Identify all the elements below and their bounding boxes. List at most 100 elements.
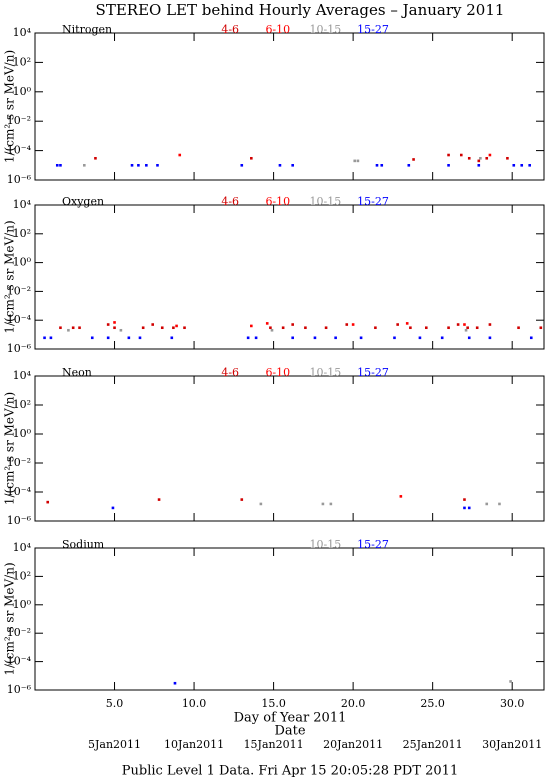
- data-point: [467, 506, 471, 510]
- data-point: [49, 336, 53, 340]
- data-point: [467, 336, 471, 340]
- y-tick-label: 10⁴: [13, 198, 32, 211]
- data-point: [529, 336, 533, 340]
- data-point: [351, 323, 355, 326]
- data-point: [324, 326, 328, 330]
- y-tick-label: 10⁻²: [7, 456, 31, 469]
- data-point: [145, 164, 148, 167]
- y-tick-label: 10⁻⁴: [7, 144, 32, 157]
- data-point: [399, 495, 403, 498]
- data-point: [477, 164, 481, 167]
- data-point: [512, 164, 516, 167]
- y-tick-label: 10⁻²: [7, 114, 31, 127]
- data-point: [178, 153, 182, 157]
- legend-entry: 15-27: [357, 538, 389, 551]
- data-point: [520, 164, 524, 167]
- data-point: [405, 322, 409, 325]
- date-tick-label: 5Jan2011: [88, 738, 141, 751]
- y-tick-label: 10⁻⁶: [7, 683, 32, 696]
- data-point: [475, 326, 479, 330]
- y-tick-label: 10⁴: [13, 26, 32, 39]
- data-point: [246, 336, 250, 340]
- data-point: [259, 502, 263, 506]
- legend-entry: 10-15: [310, 366, 342, 379]
- date-tick-label: 30Jan2011: [482, 738, 542, 751]
- y-axis-label: 1/(cm² s sr MeV/n): [3, 562, 17, 675]
- x-tick-label: 30.0: [500, 697, 525, 710]
- data-point: [506, 156, 509, 160]
- data-point: [447, 164, 450, 167]
- legend-entry: 6-10: [265, 366, 290, 379]
- data-point: [111, 506, 115, 510]
- y-tick-label: 10⁻⁴: [7, 313, 32, 326]
- data-point: [485, 502, 489, 506]
- y-tick-label: 10⁰: [13, 427, 32, 440]
- x-tick-label: 15.0: [261, 697, 286, 710]
- data-point: [106, 323, 110, 326]
- data-point: [380, 164, 384, 167]
- data-point: [106, 336, 110, 340]
- date-tick-label: 10Jan2011: [164, 738, 224, 751]
- data-point: [156, 164, 159, 167]
- legend-entry: 15-27: [357, 366, 389, 379]
- x-tick-label: 10.0: [182, 697, 207, 710]
- data-point: [55, 164, 59, 167]
- data-point: [291, 336, 294, 340]
- data-point: [46, 500, 50, 504]
- data-point: [138, 336, 142, 340]
- date-tick-label: 15Jan2011: [244, 738, 304, 751]
- date-axis-label: Date: [274, 724, 305, 739]
- y-tick-label: 10⁻⁶: [7, 173, 32, 186]
- y-axis-label: 1/(cm² s sr MeV/n): [3, 50, 17, 163]
- y-axis-label: 1/(cm² s sr MeV/n): [3, 220, 17, 333]
- x-tick-label: 25.0: [420, 697, 445, 710]
- legend-entry: 4-6: [221, 195, 239, 208]
- data-point: [409, 326, 412, 330]
- data-point: [78, 326, 81, 330]
- x-axis-label: Day of Year 2011: [234, 711, 347, 726]
- x-tick-label: 5.0: [106, 697, 124, 710]
- y-tick-label: 10⁰: [13, 256, 32, 269]
- data-point: [151, 323, 155, 326]
- data-point: [463, 323, 466, 326]
- data-point: [466, 326, 469, 330]
- data-point: [463, 498, 466, 501]
- data-point: [173, 681, 177, 685]
- data-point: [313, 336, 317, 340]
- data-point: [291, 164, 294, 167]
- data-point: [83, 164, 86, 167]
- y-tick-label: 10⁻⁶: [7, 342, 32, 355]
- legend-entry: 10-15: [310, 538, 342, 551]
- data-point: [265, 322, 269, 325]
- y-tick-label: 10²: [13, 569, 31, 582]
- data-point: [539, 326, 543, 330]
- data-point: [479, 156, 482, 160]
- data-point: [456, 323, 460, 326]
- data-point: [67, 328, 70, 332]
- y-tick-label: 10⁻⁴: [7, 485, 32, 498]
- data-point: [334, 336, 337, 340]
- data-point: [356, 159, 360, 163]
- date-tick-label: 20Jan2011: [323, 738, 383, 751]
- x-tick-label: 20.0: [341, 697, 366, 710]
- data-point: [517, 326, 520, 330]
- data-point: [477, 159, 481, 163]
- data-point: [119, 328, 123, 332]
- data-point: [170, 336, 174, 340]
- legend-entry: 15-27: [357, 23, 389, 36]
- y-tick-label: 10⁻²: [7, 284, 31, 297]
- data-point: [240, 498, 244, 501]
- legend-entry: 10-15: [310, 195, 342, 208]
- data-point: [374, 326, 377, 330]
- data-point: [447, 326, 450, 330]
- data-point: [393, 336, 396, 340]
- y-tick-label: 10⁴: [13, 541, 32, 554]
- data-point: [528, 164, 531, 167]
- data-point: [270, 328, 274, 332]
- data-point: [250, 156, 253, 160]
- y-tick-label: 10⁻²: [7, 626, 31, 639]
- data-point: [254, 336, 258, 340]
- data-point: [278, 164, 282, 167]
- panel-label: Sodium: [62, 538, 105, 551]
